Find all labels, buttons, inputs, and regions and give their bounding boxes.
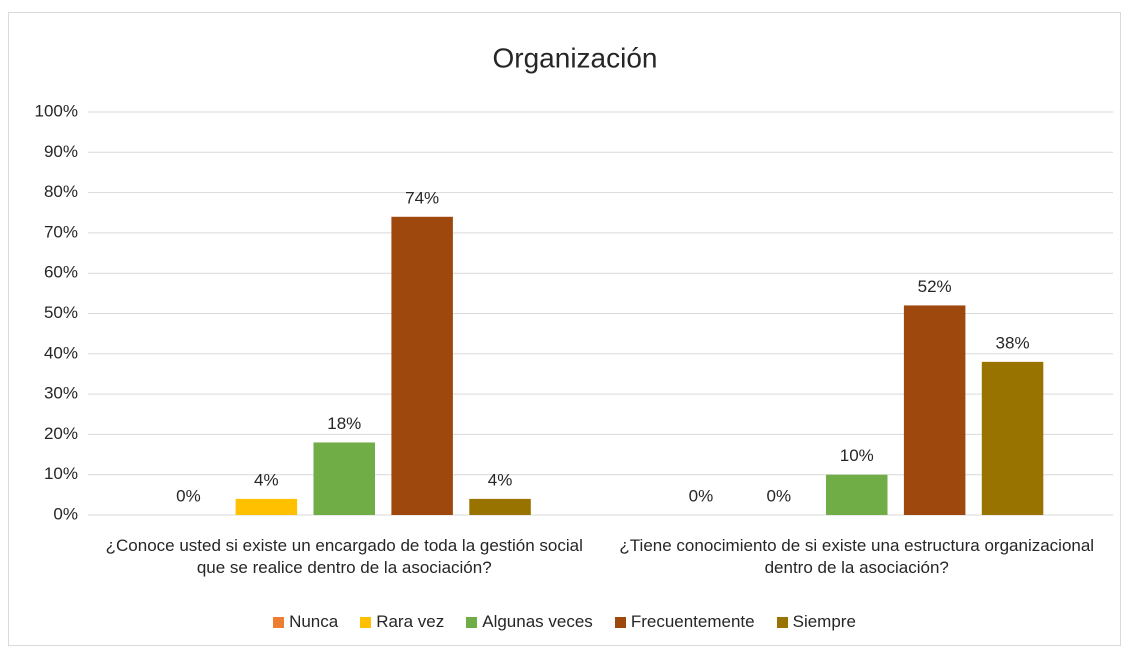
bar (313, 442, 375, 515)
data-label: 0% (689, 486, 714, 505)
y-tick-label: 20% (44, 424, 78, 443)
data-label: 4% (254, 470, 279, 489)
legend-label: Rara vez (376, 612, 445, 631)
x-tick-label: ¿Tiene conocimiento de si existe una est… (619, 536, 1095, 577)
bar (826, 474, 888, 515)
y-tick-label: 60% (44, 263, 78, 282)
y-tick-label: 70% (44, 222, 78, 241)
bar (469, 498, 531, 515)
legend-swatch (273, 616, 285, 628)
bar (235, 498, 298, 515)
legend: Nunca Rara vez Algunas veces Frecuentemente… (0, 612, 1129, 632)
legend-item: Nunca (273, 612, 338, 632)
data-label: 74% (405, 188, 439, 207)
legend-label: Frecuentemente (630, 612, 755, 631)
bar (391, 216, 453, 515)
legend-label: Nunca (289, 612, 339, 631)
y-tick-label: 10% (44, 464, 78, 483)
legend-label: Algunas veces (482, 612, 593, 631)
data-label: 52% (918, 277, 952, 296)
y-tick-label: 40% (44, 343, 78, 362)
data-label: 18% (327, 414, 361, 433)
y-tick-label: 0% (53, 504, 78, 523)
y-tick-label: 80% (44, 182, 78, 201)
y-tick-label: 90% (44, 142, 78, 161)
legend-swatch (466, 616, 478, 628)
legend-label: Siempre (792, 612, 856, 631)
legend-item: Siempre (776, 612, 856, 632)
legend-item: Algunas veces (466, 612, 593, 632)
data-label: 10% (840, 446, 874, 465)
y-tick-label: 100% (35, 101, 78, 120)
y-tick-label: 50% (44, 303, 78, 322)
legend-swatch (360, 616, 372, 628)
x-tick-label: ¿Conoce usted si existe un encargado de … (105, 536, 583, 577)
data-label: 4% (488, 470, 513, 489)
data-label: 0% (176, 486, 201, 505)
chart-title: Organización (493, 42, 658, 73)
data-label: 0% (767, 486, 792, 505)
data-label: 38% (996, 333, 1030, 352)
y-tick-label: 30% (44, 384, 78, 403)
bar (903, 305, 966, 515)
bar (981, 361, 1044, 515)
legend-swatch (776, 616, 788, 628)
legend-swatch (614, 616, 626, 628)
legend-item: Rara vez (360, 612, 444, 632)
legend-item: Frecuentemente (614, 612, 755, 632)
